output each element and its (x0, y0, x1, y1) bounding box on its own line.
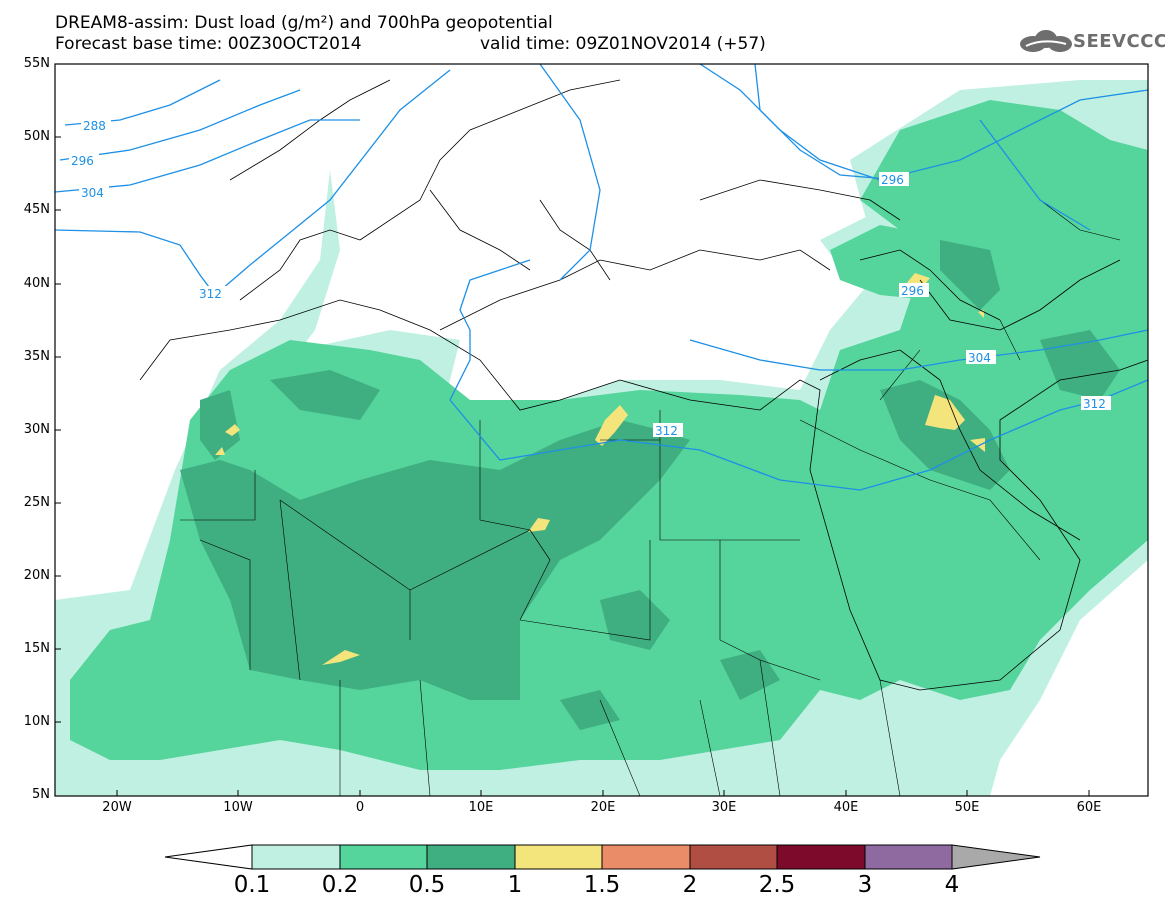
logo-text: SEEVCCC (1073, 31, 1165, 52)
contour-label-group: 288 296 304 312 296 304 312 312 296 (69, 118, 1111, 438)
colorbar-tick-label: 3 (857, 872, 873, 898)
valid-time: valid time: 09Z01NOV2014 (+57) (480, 34, 766, 54)
lon-label: 40E (833, 800, 859, 815)
lat-label: 40N (23, 276, 50, 291)
dust-level-1 (215, 273, 985, 665)
lat-label: 25N (23, 495, 50, 510)
colorbar-swatch (864, 844, 953, 870)
colorbar-swatch (251, 844, 341, 870)
colorbar-tick-label: 0.1 (233, 872, 271, 898)
contour-label: 296 (71, 154, 94, 168)
colorbar-swatch (776, 844, 866, 870)
colorbar-tick-label: 0.5 (408, 872, 446, 898)
lon-label: 10E (468, 800, 494, 815)
lon-label: 20W (102, 800, 132, 815)
lon-label: 10W (223, 800, 253, 815)
lat-label: 30N (23, 422, 50, 437)
contour-label: 304 (968, 351, 991, 365)
contour-label: 312 (1083, 397, 1106, 411)
colorbar-swatch (426, 844, 516, 870)
lon-label: 50E (954, 800, 980, 815)
colorbar-tick-label: 2 (682, 872, 698, 898)
contour-label: 296 (881, 173, 904, 187)
lon-label: 60E (1076, 800, 1102, 815)
contour-label: 296 (901, 284, 924, 298)
forecast-base-time: Forecast base time: 00Z30OCT2014 (55, 34, 362, 54)
lat-label: 15N (23, 641, 50, 656)
country-borders (180, 199, 1121, 796)
map-title: DREAM8-assim: Dust load (g/m²) and 700hP… (55, 13, 553, 33)
lat-label: 50N (23, 129, 50, 144)
colorbar-swatch (601, 844, 691, 870)
seevccc-cloud-logo-icon (1020, 30, 1072, 52)
lat-label: 45N (23, 202, 50, 217)
dust-level-0-5 (180, 240, 1120, 730)
lat-label: 5N (32, 787, 50, 802)
colorbar-high-arrow (951, 844, 1041, 870)
lon-label: 30E (711, 800, 737, 815)
colorbar-swatch (689, 844, 778, 870)
coastlines (139, 79, 1148, 691)
contour-label: 312 (655, 424, 678, 438)
colorbar-tick-label: 1 (507, 872, 523, 898)
contour-label: 288 (83, 119, 106, 133)
lat-label: 10N (23, 714, 50, 729)
lon-label: 0 (355, 800, 365, 815)
axis-ticks (55, 63, 1090, 796)
lat-label: 20N (23, 568, 50, 583)
lon-label: 20E (590, 800, 616, 815)
colorbar-low-arrow (164, 844, 253, 870)
contour-label: 304 (81, 186, 104, 200)
colorbar-tick-label: 1.5 (583, 872, 621, 898)
colorbar-swatch (339, 844, 428, 870)
lat-label: 35N (23, 349, 50, 364)
colorbar (164, 844, 1041, 870)
colorbar-swatch (514, 844, 603, 870)
colorbar-tick-label: 0.2 (321, 872, 359, 898)
colorbar-tick-label: 2.5 (758, 872, 796, 898)
lat-label: 55N (23, 56, 50, 71)
contour-label: 312 (199, 287, 222, 301)
colorbar-tick-label: 4 (944, 872, 960, 898)
